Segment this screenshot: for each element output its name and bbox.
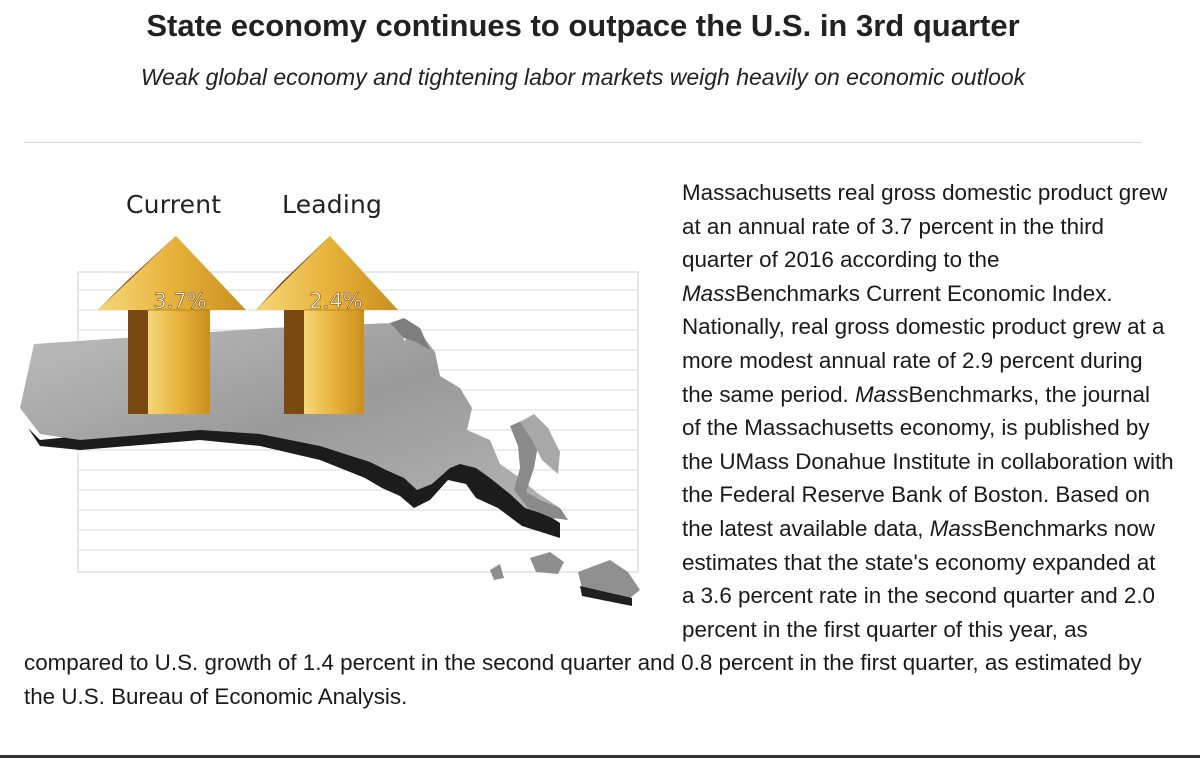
mass-italic: Mass: [929, 515, 984, 541]
headline: State economy continues to outpace the U…: [146, 8, 1020, 43]
mass-italic: Mass: [855, 381, 909, 407]
arrows-map-illustration: 3.7% 2.4%: [20, 236, 640, 606]
article-text-3: Benchmarks, the journal of the Massachus…: [682, 381, 1174, 541]
article-body: Massachusetts real gross domestic produc…: [24, 176, 1174, 714]
mass-italic: Mass: [682, 280, 736, 306]
article-text-1: Massachusetts real gross domestic produc…: [682, 180, 1168, 273]
article-text-2: Benchmarks Current Economic Index. Natio…: [682, 280, 1165, 407]
current-value: 3.7%: [153, 289, 206, 313]
leading-value: 2.4%: [309, 289, 362, 313]
economic-index-graphic: Current Leading: [20, 178, 670, 628]
leading-label: Leading: [282, 190, 383, 219]
divider: [24, 142, 1142, 143]
current-up-arrow-icon: [98, 236, 246, 414]
subheadline: Weak global economy and tightening labor…: [140, 64, 1026, 90]
bottom-border: [0, 755, 1200, 758]
article-text-4: Benchmarks now estimates that the state'…: [24, 515, 1156, 709]
leading-up-arrow-icon: [256, 236, 398, 414]
current-label: Current: [126, 190, 222, 219]
